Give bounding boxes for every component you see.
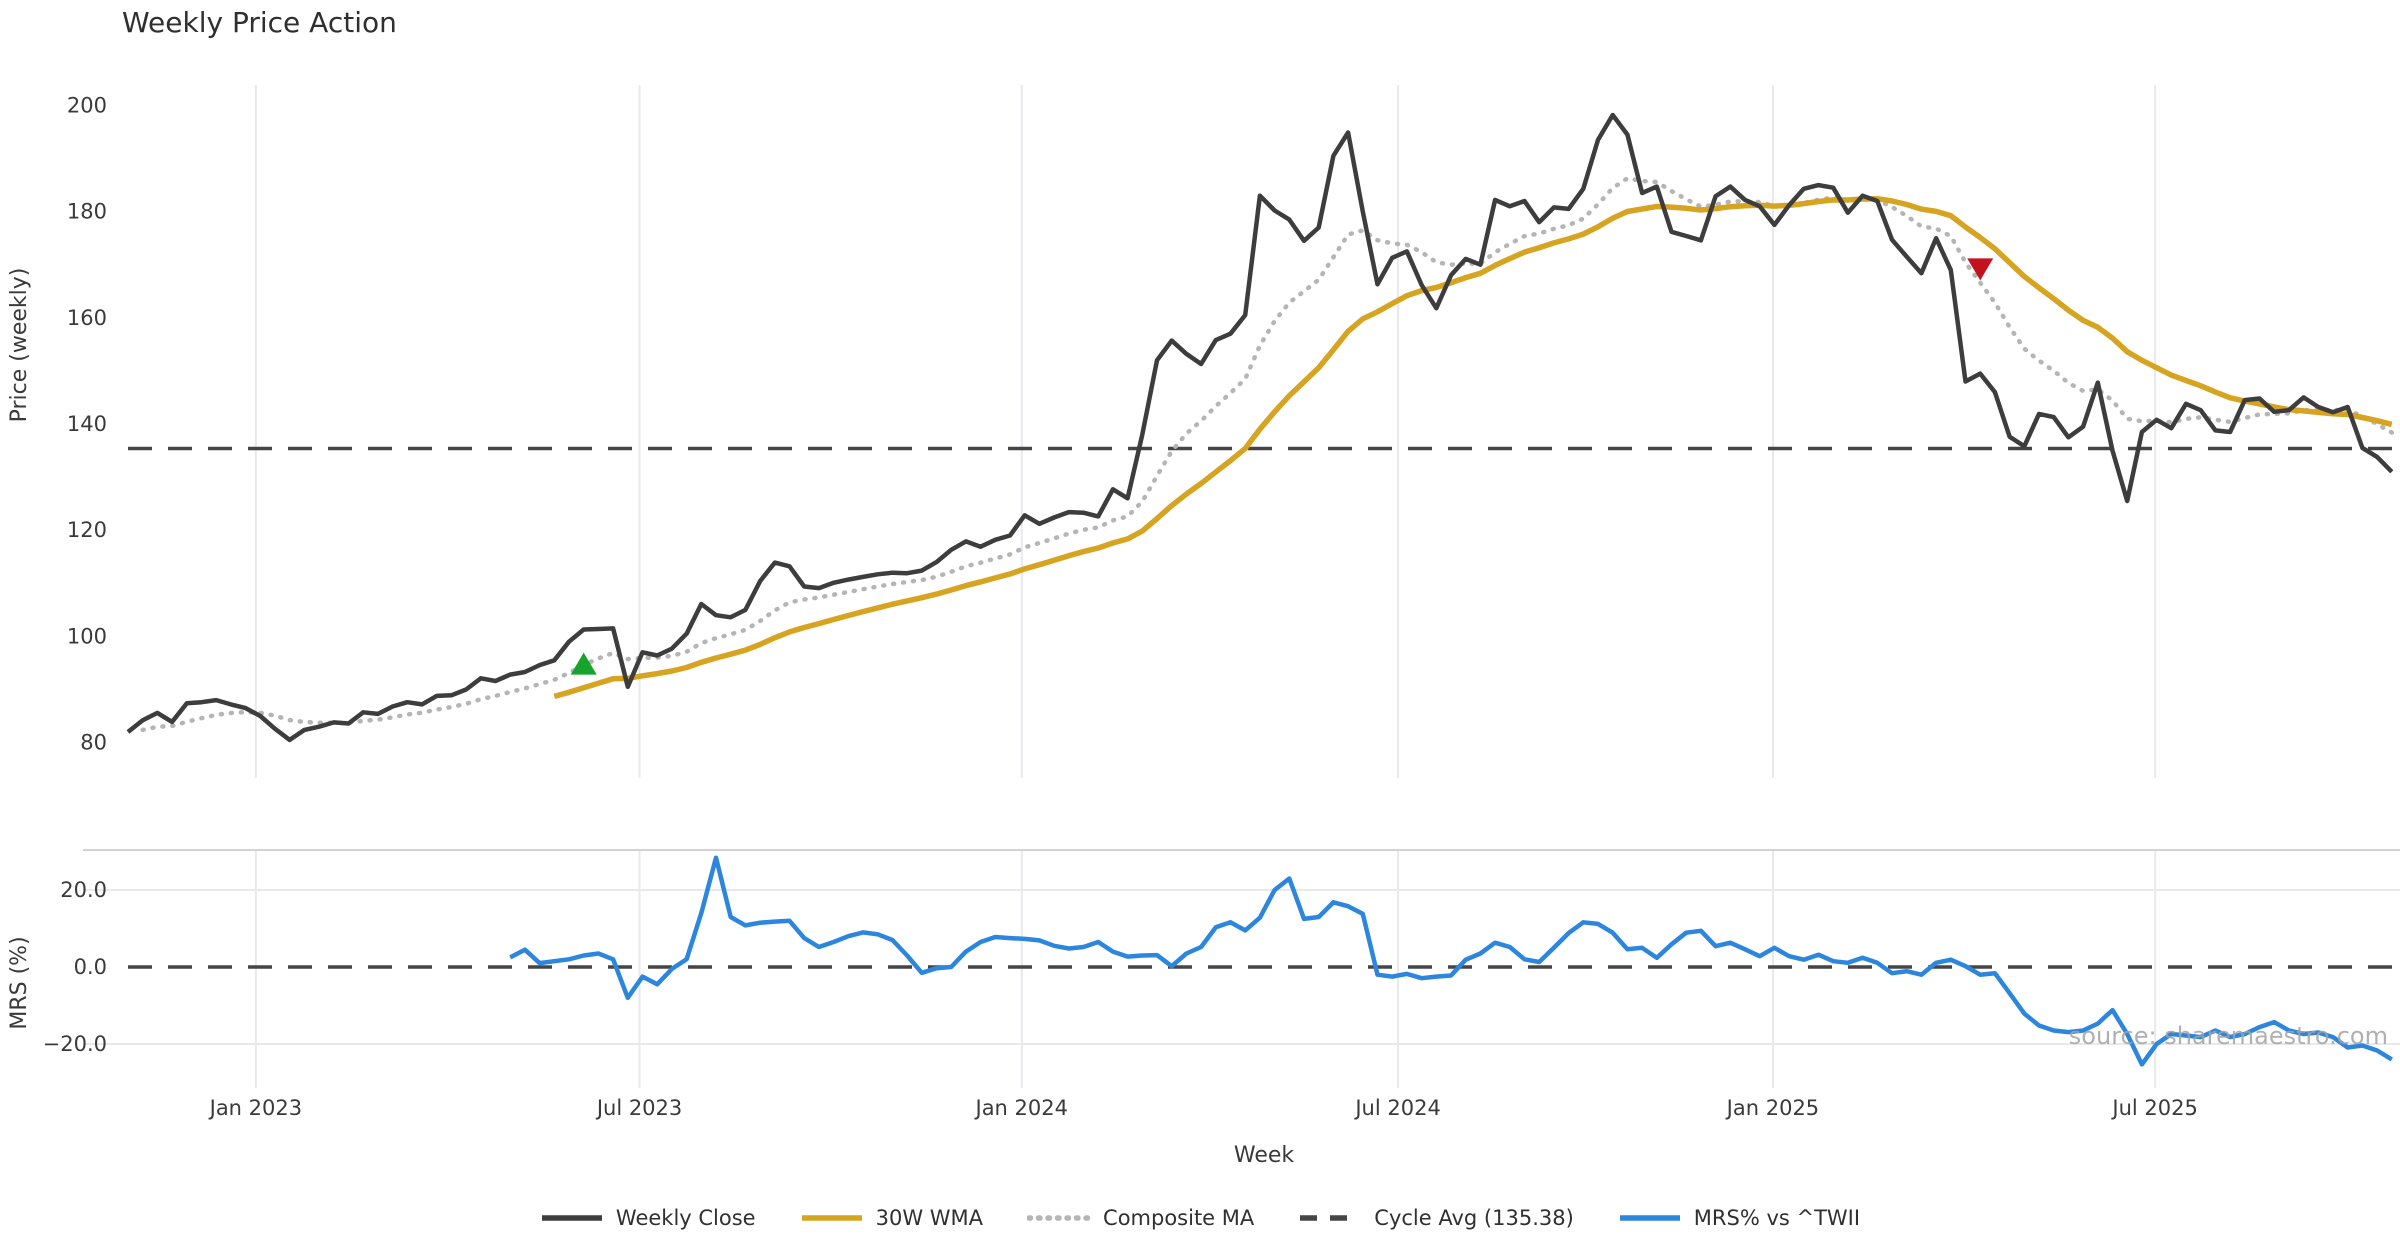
watermark: source: sharemaestro.com — [2069, 1022, 2388, 1050]
axis-ticks: Jan 2023 Jul 2023 Jan 2024 Jul 2024 Jan 2025… — [43, 93, 2198, 1120]
legend-item-composite-ma: Composite MA — [1027, 1206, 1254, 1230]
legend-swatch-composite-ma — [1027, 1215, 1092, 1221]
legend-label-weekly-close: Weekly Close — [615, 1206, 756, 1230]
weekly-close-line — [126, 112, 2394, 743]
legend-label-mrs: MRS% vs ^TWII — [1693, 1206, 1861, 1230]
mrs-line — [509, 855, 2393, 1067]
x-axis-label: Week — [1234, 1143, 1295, 1168]
legend-label-wma30: 30W WMA — [875, 1206, 984, 1230]
buy-signal-marker — [570, 652, 597, 675]
price-y-tick-label: 200 — [67, 93, 107, 117]
price-y-tick-label: 180 — [67, 200, 107, 224]
mrs-y-tick-label: 0.0 — [74, 955, 107, 979]
legend-label-cycle-avg: Cycle Avg (135.38) — [1374, 1206, 1574, 1230]
legend-swatch-weekly-close — [541, 1215, 602, 1221]
x-tick-label: Jan 2025 — [1725, 1096, 1820, 1120]
x-tick-label: Jan 2023 — [208, 1096, 303, 1120]
x-tick-label: Jul 2024 — [1353, 1096, 1440, 1120]
sell-signal-marker — [1967, 258, 1994, 281]
composite-ma-line — [140, 176, 2395, 733]
mrs-y-axis-label: MRS (%) — [7, 936, 32, 1029]
legend-item-cycle-avg: Cycle Avg (135.38) — [1298, 1206, 1574, 1230]
price-y-axis-label: Price (weekly) — [7, 268, 32, 423]
gridlines — [83, 85, 2400, 1088]
x-tick-label: Jul 2023 — [595, 1096, 682, 1120]
mrs-y-tick-label: −20.0 — [43, 1032, 107, 1056]
x-tick-label: Jul 2025 — [2110, 1096, 2197, 1120]
price-y-tick-label: 160 — [67, 306, 107, 330]
legend-item-mrs: MRS% vs ^TWII — [1618, 1206, 1860, 1230]
legend-swatch-wma30 — [801, 1215, 862, 1221]
legend-swatch-mrs — [1619, 1215, 1680, 1221]
legend-item-weekly-close: Weekly Close — [540, 1206, 756, 1230]
price-y-tick-label: 100 — [67, 624, 107, 648]
legend-swatch-cycle-avg — [1300, 1215, 1361, 1221]
mrs-y-tick-label: 20.0 — [60, 878, 107, 902]
price-y-tick-label: 80 — [80, 731, 107, 755]
legend-label-composite-ma: Composite MA — [1103, 1206, 1255, 1230]
price-y-tick-label: 140 — [67, 412, 107, 436]
legend: Weekly Close 30W WMA Composite MA Cycle Avg… — [0, 1206, 2400, 1230]
wma30-line — [553, 195, 2393, 700]
chart-title: Weekly Price Action — [122, 6, 397, 39]
x-tick-label: Jan 2024 — [974, 1096, 1069, 1120]
legend-item-wma30: 30W WMA — [800, 1206, 983, 1230]
price-y-tick-label: 120 — [67, 518, 107, 542]
series-lines — [126, 112, 2400, 1067]
